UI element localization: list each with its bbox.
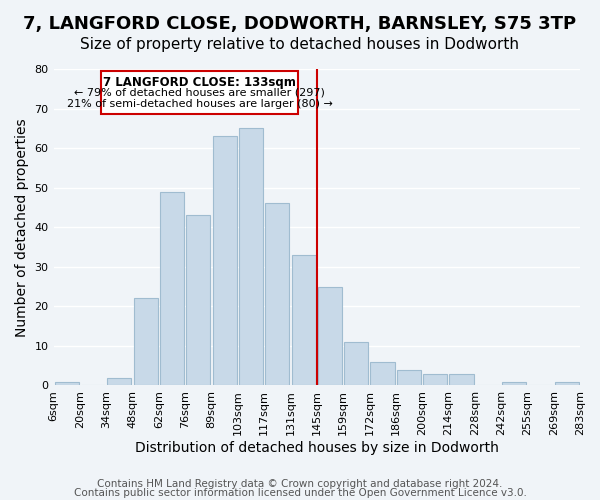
- Bar: [212, 136, 237, 386]
- Bar: [107, 378, 131, 386]
- Bar: [502, 382, 526, 386]
- Text: ← 79% of detached houses are smaller (297): ← 79% of detached houses are smaller (29…: [74, 88, 325, 98]
- Text: 21% of semi-detached houses are larger (80) →: 21% of semi-detached houses are larger (…: [67, 100, 332, 110]
- Bar: [318, 286, 342, 386]
- X-axis label: Distribution of detached houses by size in Dodworth: Distribution of detached houses by size …: [135, 441, 499, 455]
- Bar: [186, 216, 211, 386]
- Bar: [449, 374, 473, 386]
- Bar: [265, 204, 289, 386]
- Bar: [344, 342, 368, 386]
- Y-axis label: Number of detached properties: Number of detached properties: [15, 118, 29, 336]
- Text: Contains HM Land Registry data © Crown copyright and database right 2024.: Contains HM Land Registry data © Crown c…: [97, 479, 503, 489]
- Bar: [397, 370, 421, 386]
- Text: Size of property relative to detached houses in Dodworth: Size of property relative to detached ho…: [80, 38, 520, 52]
- Bar: [292, 255, 316, 386]
- Bar: [239, 128, 263, 386]
- FancyBboxPatch shape: [101, 71, 298, 115]
- Bar: [555, 382, 579, 386]
- Text: 7 LANGFORD CLOSE: 133sqm: 7 LANGFORD CLOSE: 133sqm: [103, 76, 296, 88]
- Bar: [55, 382, 79, 386]
- Text: Contains public sector information licensed under the Open Government Licence v3: Contains public sector information licen…: [74, 488, 526, 498]
- Text: 7, LANGFORD CLOSE, DODWORTH, BARNSLEY, S75 3TP: 7, LANGFORD CLOSE, DODWORTH, BARNSLEY, S…: [23, 15, 577, 33]
- Bar: [134, 298, 158, 386]
- Bar: [423, 374, 448, 386]
- Bar: [160, 192, 184, 386]
- Bar: [370, 362, 395, 386]
